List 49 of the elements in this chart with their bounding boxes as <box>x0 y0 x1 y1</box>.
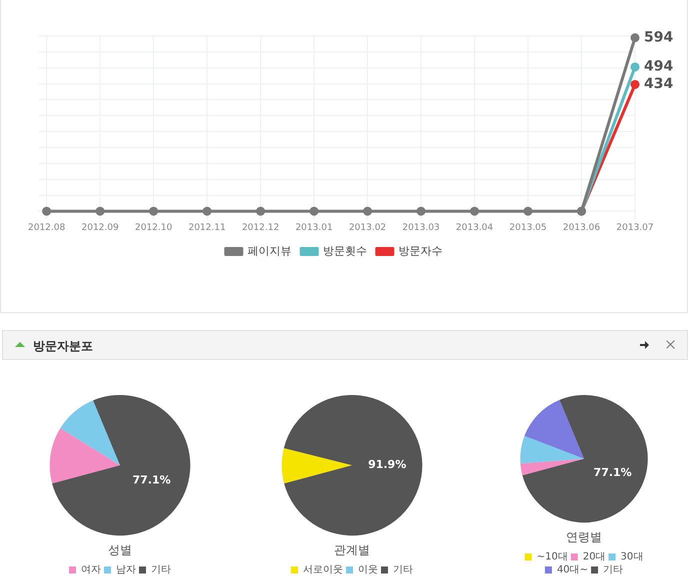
legend-label: 기타 <box>151 564 171 576</box>
point <box>256 206 266 216</box>
x-tick-label: 2012.10 <box>134 222 172 233</box>
legend-label: 서로이웃 <box>303 564 343 576</box>
x-tick-label: 2013.06 <box>562 222 600 233</box>
legend-label: 30대 <box>620 552 644 563</box>
data-label: 91.9% <box>368 458 406 471</box>
point <box>630 80 640 89</box>
x-tick-label: 2012.08 <box>28 222 66 233</box>
point <box>363 206 372 216</box>
data-label: 434 <box>644 76 674 92</box>
point <box>202 206 212 216</box>
legend-label: 남자 <box>116 564 136 576</box>
legend-label: 여자 <box>81 564 101 576</box>
legend-label: 20대 <box>582 552 606 563</box>
point <box>470 206 480 216</box>
x-tick-label: 2012.09 <box>81 222 119 233</box>
x-tick-label: 2013.01 <box>295 222 333 233</box>
x-tick-label: 2013.03 <box>402 222 440 233</box>
data-label: 494 <box>644 58 674 75</box>
x-tick-label: 2012.11 <box>188 222 226 233</box>
legend-label: ~10대 <box>536 552 568 563</box>
text: 성별 <box>108 542 132 557</box>
text: 관계별 <box>334 542 370 557</box>
data-label: 77.1% <box>594 466 632 479</box>
legend-label: 페이지뷰 <box>247 244 292 258</box>
x-tick-label: 2013.05 <box>509 222 547 233</box>
point <box>416 206 426 216</box>
legend-label: 40대~ <box>556 564 588 576</box>
x-tick-label: 2012.12 <box>242 222 280 233</box>
data-label: 77.1% <box>132 474 171 487</box>
legend-label: 방문횟수 <box>322 244 367 258</box>
text: 방문자분포 <box>33 338 93 355</box>
point <box>42 206 52 216</box>
text: 연령별 <box>566 530 602 544</box>
legend-label: 이웃 <box>358 564 378 576</box>
legend-label: 방문자수 <box>398 244 442 258</box>
x-tick-label: 2013.07 <box>616 222 654 233</box>
point <box>96 206 105 216</box>
point <box>630 33 640 42</box>
point <box>149 206 158 216</box>
x-tick-label: 2013.02 <box>348 222 386 233</box>
data-label: 594 <box>644 29 674 46</box>
point <box>630 62 640 72</box>
point <box>310 206 319 216</box>
point <box>524 206 533 216</box>
legend-label: 기타 <box>603 564 624 576</box>
legend-label: 기타 <box>393 564 413 576</box>
x-tick-label: 2013.04 <box>456 222 494 233</box>
